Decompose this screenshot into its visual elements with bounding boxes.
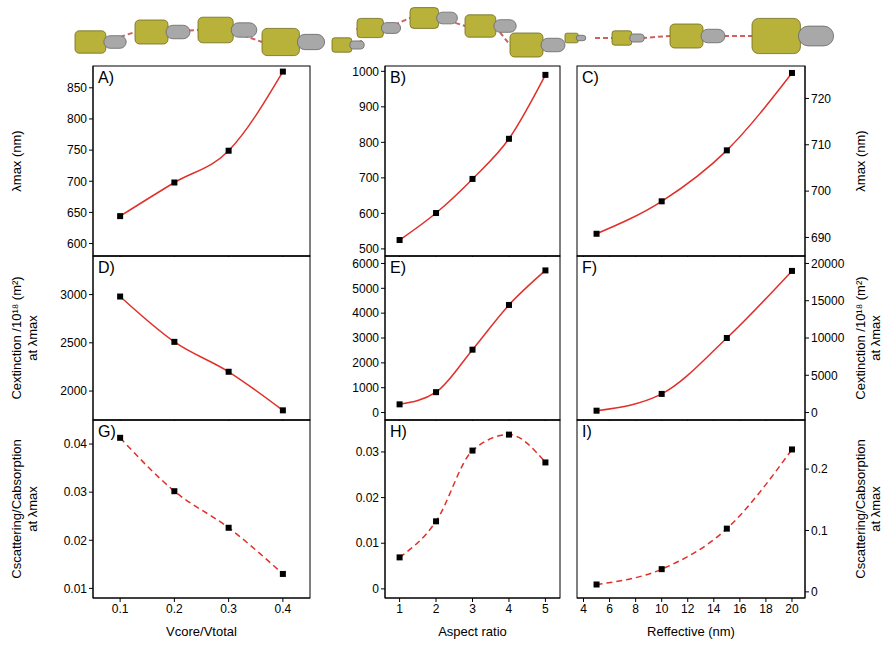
svg-text:20000: 20000	[811, 257, 845, 271]
svg-text:4: 4	[506, 602, 513, 616]
svg-text:λmax (nm): λmax (nm)	[853, 130, 868, 191]
svg-text:800: 800	[67, 112, 87, 126]
svg-text:Reffective (nm): Reffective (nm)	[647, 624, 735, 639]
svg-text:Aspect ratio: Aspect ratio	[438, 624, 507, 639]
svg-text:750: 750	[67, 143, 87, 157]
svg-text:690: 690	[811, 231, 831, 245]
svg-text:0.3: 0.3	[220, 602, 237, 616]
svg-text:4: 4	[580, 602, 587, 616]
svg-text:Vcore/Vtotal: Vcore/Vtotal	[166, 624, 237, 639]
svg-text:700: 700	[67, 175, 87, 189]
svg-text:20: 20	[785, 602, 799, 616]
svg-text:800: 800	[359, 136, 379, 150]
svg-text:15000: 15000	[811, 294, 845, 308]
svg-text:at λmax: at λmax	[25, 315, 40, 361]
svg-text:0.2: 0.2	[811, 462, 828, 476]
svg-text:G): G)	[98, 423, 116, 440]
svg-text:18: 18	[759, 602, 773, 616]
svg-text:A): A)	[98, 69, 114, 86]
svg-text:16: 16	[733, 602, 747, 616]
svg-text:1: 1	[396, 602, 403, 616]
svg-text:850: 850	[67, 81, 87, 95]
svg-text:0: 0	[811, 585, 818, 599]
svg-text:2000: 2000	[352, 356, 379, 370]
svg-text:6: 6	[606, 602, 613, 616]
svg-text:3000: 3000	[352, 331, 379, 345]
svg-text:0.01: 0.01	[356, 536, 380, 550]
svg-text:0: 0	[372, 582, 379, 596]
svg-text:I): I)	[582, 423, 592, 440]
svg-text:10: 10	[655, 602, 669, 616]
svg-text:700: 700	[811, 184, 831, 198]
svg-text:5: 5	[542, 602, 549, 616]
svg-text:8: 8	[632, 602, 639, 616]
svg-text:14: 14	[707, 602, 721, 616]
svg-text:6000: 6000	[352, 257, 379, 271]
svg-text:2: 2	[433, 602, 440, 616]
svg-text:C): C)	[582, 69, 599, 86]
svg-text:0.03: 0.03	[356, 445, 380, 459]
svg-text:D): D)	[98, 259, 115, 276]
svg-text:F): F)	[582, 259, 597, 276]
svg-text:0.2: 0.2	[166, 602, 183, 616]
svg-text:3: 3	[469, 602, 476, 616]
svg-text:12: 12	[681, 602, 695, 616]
svg-text:0.4: 0.4	[275, 602, 292, 616]
svg-text:Cextinction /10¹⁸ (m²): Cextinction /10¹⁸ (m²)	[853, 276, 868, 399]
svg-text:E): E)	[390, 259, 406, 276]
svg-text:600: 600	[359, 207, 379, 221]
svg-text:2000: 2000	[60, 384, 87, 398]
svg-text:H): H)	[390, 423, 407, 440]
svg-text:0.1: 0.1	[811, 524, 828, 538]
svg-text:0: 0	[811, 406, 818, 420]
svg-text:900: 900	[359, 100, 379, 114]
svg-text:B): B)	[390, 69, 406, 86]
svg-text:at λmax: at λmax	[868, 315, 883, 361]
svg-text:0.1: 0.1	[112, 602, 129, 616]
svg-text:0.04: 0.04	[64, 437, 88, 451]
svg-text:λmax (nm): λmax (nm)	[9, 130, 24, 191]
svg-text:Cscattering/Cabsorption: Cscattering/Cabsorption	[853, 439, 868, 578]
svg-text:4000: 4000	[352, 306, 379, 320]
svg-text:0: 0	[372, 406, 379, 420]
svg-text:5000: 5000	[352, 282, 379, 296]
svg-text:720: 720	[811, 92, 831, 106]
svg-text:2500: 2500	[60, 336, 87, 350]
svg-text:10000: 10000	[811, 331, 845, 345]
svg-text:0.01: 0.01	[64, 582, 88, 596]
svg-text:Cscattering/Cabsorption: Cscattering/Cabsorption	[9, 439, 24, 578]
svg-text:5000: 5000	[811, 369, 838, 383]
svg-text:500: 500	[359, 242, 379, 256]
svg-text:0.02: 0.02	[64, 534, 88, 548]
svg-text:1000: 1000	[352, 66, 379, 79]
svg-text:3000: 3000	[60, 288, 87, 302]
svg-text:Cextinction /10¹⁸ (m²): Cextinction /10¹⁸ (m²)	[9, 276, 24, 399]
svg-text:0.03: 0.03	[64, 485, 88, 499]
svg-text:0.02: 0.02	[356, 491, 380, 505]
svg-text:650: 650	[67, 206, 87, 220]
svg-text:700: 700	[359, 171, 379, 185]
svg-text:1000: 1000	[352, 381, 379, 395]
svg-text:at λmax: at λmax	[25, 486, 40, 532]
svg-text:710: 710	[811, 138, 831, 152]
svg-text:600: 600	[67, 237, 87, 251]
svg-text:at λmax: at λmax	[868, 486, 883, 532]
